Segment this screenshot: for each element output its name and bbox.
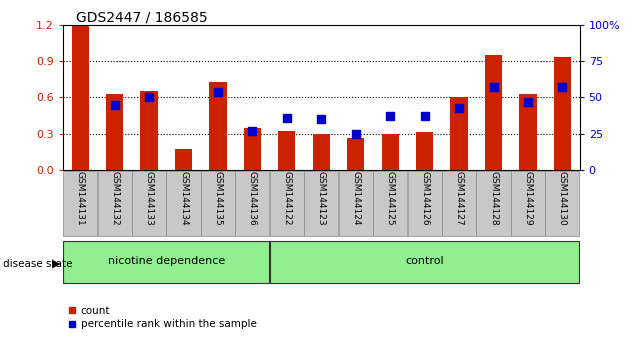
Point — [558, 84, 568, 90]
Bar — [244, 127, 261, 170]
Text: GSM144130: GSM144130 — [558, 171, 567, 226]
Bar — [304, 171, 338, 236]
Point — [144, 95, 154, 100]
Bar — [519, 94, 537, 170]
Text: GSM144133: GSM144133 — [145, 171, 154, 226]
Bar — [554, 57, 571, 170]
Point — [248, 128, 258, 133]
Point — [282, 115, 292, 120]
Bar — [278, 131, 295, 170]
Bar — [485, 55, 502, 170]
Point — [316, 116, 326, 122]
Point — [420, 113, 430, 119]
Point — [454, 105, 464, 110]
Text: GSM144129: GSM144129 — [524, 171, 532, 226]
Point — [351, 131, 361, 136]
Bar — [236, 171, 270, 236]
Bar — [511, 171, 545, 236]
Point — [523, 99, 533, 104]
Bar — [382, 133, 399, 170]
Bar — [72, 26, 89, 170]
Point — [385, 113, 395, 119]
Bar — [175, 149, 192, 170]
Bar — [140, 91, 158, 170]
Text: GSM144132: GSM144132 — [110, 171, 119, 226]
Bar — [408, 171, 442, 236]
Bar — [442, 171, 476, 236]
Bar — [106, 94, 123, 170]
Text: GSM144128: GSM144128 — [489, 171, 498, 226]
Bar — [270, 241, 580, 282]
Text: GSM144131: GSM144131 — [76, 171, 84, 226]
Text: GSM144135: GSM144135 — [214, 171, 222, 226]
Bar — [201, 171, 235, 236]
Legend: count, percentile rank within the sample: count, percentile rank within the sample — [68, 306, 256, 329]
Text: control: control — [405, 256, 444, 266]
Text: GSM144127: GSM144127 — [455, 171, 464, 226]
Text: GSM144124: GSM144124 — [352, 171, 360, 226]
Point — [213, 89, 223, 95]
Point — [488, 84, 498, 90]
Bar — [63, 241, 270, 282]
Text: disease state: disease state — [3, 259, 72, 269]
Bar — [63, 171, 97, 236]
Bar — [132, 171, 166, 236]
Bar — [166, 171, 200, 236]
Bar — [339, 171, 373, 236]
Bar — [312, 133, 330, 170]
Bar — [270, 171, 304, 236]
Text: GDS2447 / 186585: GDS2447 / 186585 — [76, 11, 207, 25]
Bar — [98, 171, 132, 236]
Bar — [373, 171, 407, 236]
Bar — [450, 97, 467, 170]
Point — [110, 102, 120, 107]
Text: GSM144126: GSM144126 — [420, 171, 429, 226]
Bar — [209, 82, 227, 170]
Text: GSM144134: GSM144134 — [179, 171, 188, 226]
Text: GSM144123: GSM144123 — [317, 171, 326, 226]
Text: ▶: ▶ — [52, 259, 60, 269]
Bar — [476, 171, 510, 236]
Text: GSM144136: GSM144136 — [248, 171, 257, 226]
Bar — [416, 132, 433, 170]
Text: GSM144122: GSM144122 — [282, 171, 291, 226]
Text: GSM144125: GSM144125 — [386, 171, 394, 226]
Bar — [347, 138, 364, 170]
Bar — [546, 171, 580, 236]
Text: nicotine dependence: nicotine dependence — [108, 256, 225, 266]
